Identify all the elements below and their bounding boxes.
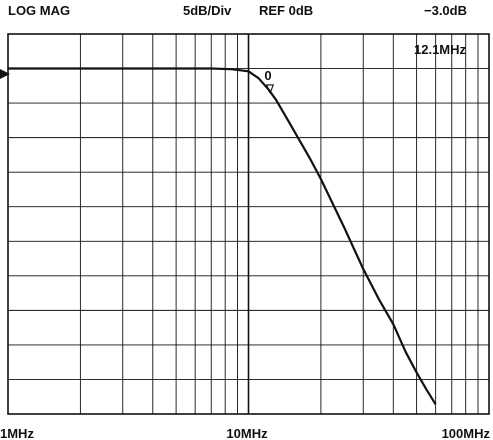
plot-grid: [7, 33, 490, 415]
reference-arrow-icon: [0, 69, 10, 79]
x-tick-label-10mhz: 10MHz: [226, 426, 268, 440]
response-trace: [8, 67, 437, 405]
x-tick-label-1mhz: 1MHz: [0, 426, 34, 440]
x-tick-label-100mhz: 100MHz: [442, 426, 491, 440]
reference-level-label: REF 0dB: [259, 3, 314, 18]
scale-label: 5dB/Div: [183, 3, 232, 18]
marker-value-label: −3.0dB: [424, 3, 467, 18]
format-label: LOG MAG: [8, 3, 71, 18]
marker-frequency-label: 12.1MHz: [413, 42, 468, 57]
marker-triangle-icon: ∇: [265, 82, 275, 96]
reference-line-label: 0: [264, 68, 271, 83]
